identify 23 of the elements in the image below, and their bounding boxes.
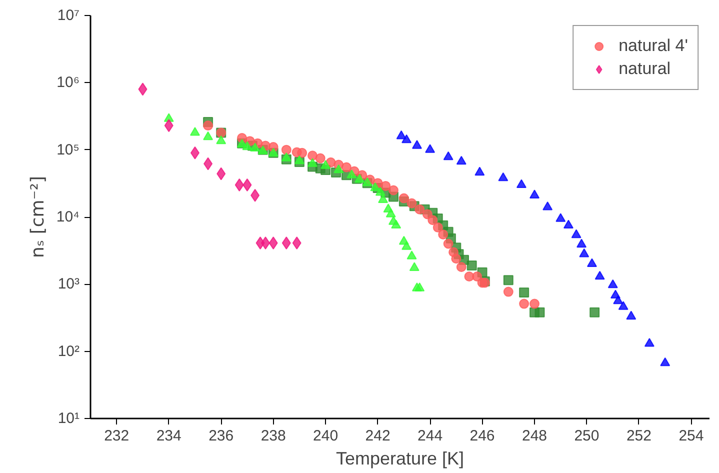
x-tick-label: 246 [470,428,495,444]
y-tick-label: 10⁵ [56,141,80,158]
x-tick-label: 232 [104,428,130,444]
x-axis-title: Temperature [K] [336,448,464,468]
legend-label: natural 4' [618,36,688,56]
y-tick-label: 10³ [58,276,80,293]
y-tick-label: 10¹ [58,410,80,427]
y-tick-label: 10⁶ [56,74,80,92]
x-tick-label: 238 [260,428,286,444]
x-tick-label: 234 [156,428,182,444]
x-tick-label: 244 [418,428,443,444]
x-tick-label: 252 [626,428,652,444]
x-tick-label: 254 [678,428,704,444]
y-tick-label: 10⁴ [56,208,80,226]
y-tick-label: 10⁷ [57,7,80,24]
x-tick-label: 240 [313,428,338,444]
legend-label: natural [618,59,671,79]
x-tick-label: 248 [522,428,548,444]
y-tick-label: 10² [58,342,80,360]
x-tick-label: 242 [365,428,390,444]
x-tick-label: 236 [208,428,234,444]
y-axis-title: nₛ [cm⁻²] [27,176,48,258]
x-tick-label: 250 [574,428,600,444]
